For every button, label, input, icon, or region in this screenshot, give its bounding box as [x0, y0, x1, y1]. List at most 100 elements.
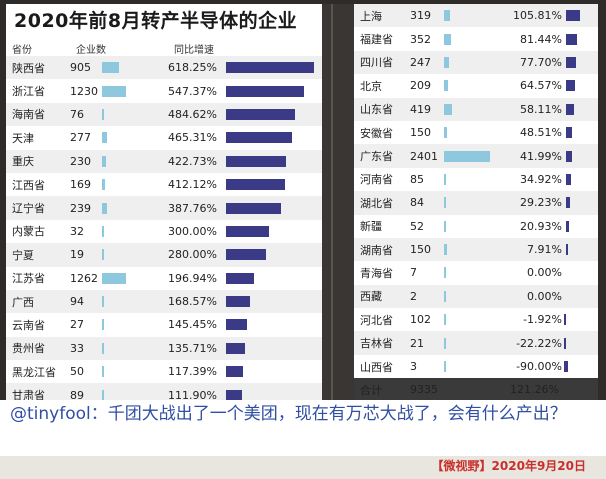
growth-value: -90.00% [516, 360, 562, 374]
growth-cell: 111.90% [168, 383, 322, 400]
count-value: 169 [70, 178, 91, 192]
count-cell: 76 [70, 102, 168, 127]
count-cell: 32 [70, 220, 168, 243]
count-value: 89 [70, 388, 84, 400]
count-bar [444, 80, 448, 92]
count-value: 209 [410, 79, 431, 93]
growth-cell: 387.76% [168, 196, 322, 220]
count-flex: 85 [410, 168, 510, 191]
count-cell: 19 [70, 243, 168, 267]
count-flex: 27 [70, 313, 168, 336]
count-bar [444, 150, 490, 162]
count-value: 19 [70, 248, 84, 262]
count-value: 352 [410, 32, 431, 46]
growth-cell: 422.73% [168, 149, 322, 173]
growth-value: 64.57% [520, 79, 562, 93]
growth-flex: 280.00% [168, 243, 322, 266]
growth-value: 81.44% [520, 32, 562, 46]
count-flex: 150 [410, 238, 510, 261]
table-row: 贵州省 33 135.71% [6, 336, 322, 361]
growth-value: 412.12% [168, 178, 217, 192]
growth-flex: 618.25% [168, 56, 322, 79]
count-flex: 169 [70, 173, 168, 196]
table-row: 山东省 419 58.11% [354, 97, 598, 121]
province-cell: 新疆 [360, 220, 382, 234]
growth-flex: 7.91% [510, 238, 598, 261]
growth-flex: 58.11% [510, 98, 598, 121]
province-cell: 西藏 [354, 284, 410, 309]
count-flex: 319 [410, 4, 510, 27]
total-growth: 121.26% [510, 378, 598, 400]
growth-flex: 0.00% [510, 261, 598, 284]
count-cell: 150 [410, 237, 510, 262]
count-bar [444, 103, 453, 115]
province-cell: 辽宁省 [6, 196, 70, 220]
growth-value: 77.70% [520, 55, 562, 69]
table-row: 湖北省 84 29.23% [354, 191, 598, 215]
header-count: 企业数 [76, 45, 106, 56]
growth-bar [226, 389, 242, 400]
count-bar [444, 290, 446, 302]
count-flex: 32 [70, 220, 168, 243]
growth-cell: 484.62% [168, 102, 322, 127]
growth-value: 196.94% [168, 271, 217, 285]
growth-cell: 0.00% [510, 261, 598, 284]
count-flex: 102 [410, 308, 510, 331]
growth-cell: 0.00% [510, 284, 598, 309]
growth-flex: 300.00% [168, 220, 322, 243]
growth-bar [226, 155, 287, 167]
growth-cell: 77.70% [510, 50, 598, 75]
table-row: 广东省 2401 41.99% [354, 144, 598, 168]
growth-flex: 29.23% [510, 191, 598, 214]
count-cell: 352 [410, 27, 510, 50]
count-flex: 419 [410, 98, 510, 121]
count-bar [102, 225, 104, 237]
count-cell: 2401 [410, 144, 510, 168]
province-cell: 云南省 [12, 318, 45, 332]
growth-bar [226, 319, 247, 331]
count-value: 230 [70, 154, 91, 168]
growth-value: -22.22% [516, 336, 562, 350]
growth-value: -1.92% [523, 313, 562, 327]
count-bar [102, 62, 120, 74]
table-row: 北京 209 64.57% [354, 74, 598, 97]
table-row: 内蒙古 32 300.00% [6, 220, 322, 243]
count-cell: 905 [70, 56, 168, 80]
growth-value: 58.11% [520, 102, 562, 116]
left-table-panel: 2020年前8月转产半导体的企业 省份 企业数 同比增速 陕西省 905 618.2… [6, 4, 322, 400]
count-cell: 102 [410, 308, 510, 331]
table-row: 新疆 52 20.93% [354, 215, 598, 238]
count-value: 7 [410, 266, 417, 280]
growth-bar [566, 197, 570, 209]
count-cell: 7 [410, 261, 510, 284]
province-cell: 江西省 [12, 178, 45, 192]
count-bar [444, 173, 446, 185]
table-row: 海南省 76 484.62% [6, 102, 322, 127]
count-value: 1230 [70, 84, 98, 98]
growth-flex: 81.44% [510, 27, 598, 50]
header-growth: 同比增速 [174, 45, 214, 56]
growth-value: 105.81% [513, 9, 562, 23]
count-value: 3 [410, 360, 417, 374]
growth-flex: 48.51% [510, 121, 598, 144]
left-data-table: 陕西省 905 618.25% 浙江省 1230 547.37% 海南省 76 484.62% 天… [6, 56, 322, 400]
table-row: 福建省 352 81.44% [354, 27, 598, 50]
growth-cell: 547.37% [168, 79, 322, 102]
province-cell: 吉林省 [354, 331, 410, 355]
growth-cell: -90.00% [510, 355, 598, 378]
growth-flex: 41.99% [510, 144, 598, 167]
count-value: 419 [410, 102, 431, 116]
table-row: 广西 94 168.57% [6, 289, 322, 314]
count-cell: 230 [70, 149, 168, 173]
table-row: 山西省 3 -90.00% [354, 355, 598, 378]
growth-value: 41.99% [520, 149, 562, 163]
count-flex: 94 [70, 290, 168, 313]
table-row: 陕西省 905 618.25% [6, 56, 322, 80]
table-row: 天津 277 465.31% [6, 126, 322, 149]
credit-bar [0, 456, 606, 479]
growth-bar [566, 127, 573, 139]
table-row: 宁夏 19 280.00% [6, 243, 322, 267]
growth-cell: 105.81% [510, 4, 598, 28]
count-cell: 27 [70, 313, 168, 336]
